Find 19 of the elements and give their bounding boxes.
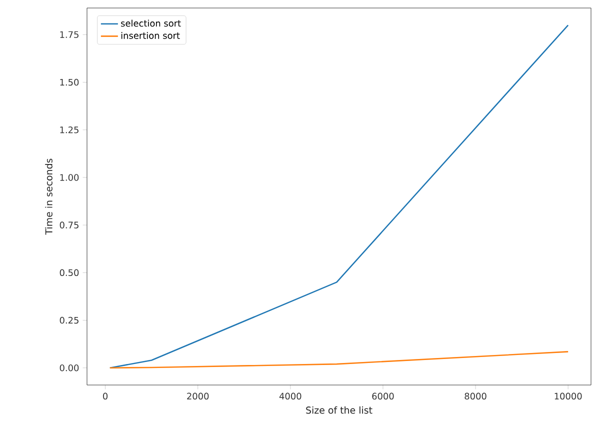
x-tick-label: 0	[103, 392, 108, 400]
legend-label: selection sort	[121, 20, 181, 27]
x-tick-label: 10000	[554, 392, 582, 400]
y-tick-label: 1.75	[60, 31, 78, 38]
y-tick-label: 0.25	[60, 316, 78, 324]
y-tick-label: 0.50	[60, 269, 79, 276]
line-series	[109, 351, 569, 369]
x-axis-title: Size of the list	[306, 406, 372, 414]
y-tick-label: 1.25	[60, 126, 78, 134]
y-tick-label: 1.00	[60, 174, 79, 181]
y-axis-title: Time in seconds	[45, 158, 52, 235]
y-tick-label: 0.75	[60, 222, 78, 228]
x-tick-label: 6000	[372, 392, 394, 400]
x-tick-label: 8000	[464, 392, 486, 400]
x-tick-label: 4000	[279, 392, 302, 400]
y-tick-label: 0.00	[60, 364, 79, 372]
x-tick-label: 2000	[187, 392, 209, 400]
legend-label: insertion sort	[121, 32, 180, 39]
y-tick-label: 1.50	[60, 78, 79, 86]
